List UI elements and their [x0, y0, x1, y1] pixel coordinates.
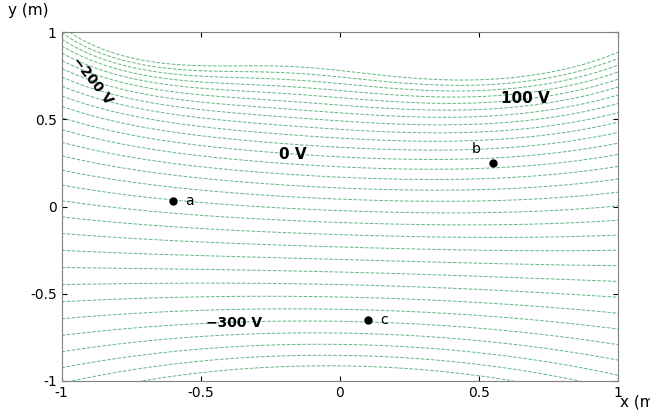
Text: 0 V: 0 V: [279, 147, 306, 162]
Text: b: b: [472, 142, 481, 156]
Text: −300 V: −300 V: [206, 316, 263, 331]
Text: −200 V: −200 V: [70, 55, 116, 108]
Text: c: c: [381, 313, 388, 327]
Text: 100 V: 100 V: [501, 91, 550, 106]
X-axis label: x (m): x (m): [620, 395, 650, 410]
Y-axis label: y (m): y (m): [8, 3, 49, 18]
Text: a: a: [185, 194, 194, 208]
